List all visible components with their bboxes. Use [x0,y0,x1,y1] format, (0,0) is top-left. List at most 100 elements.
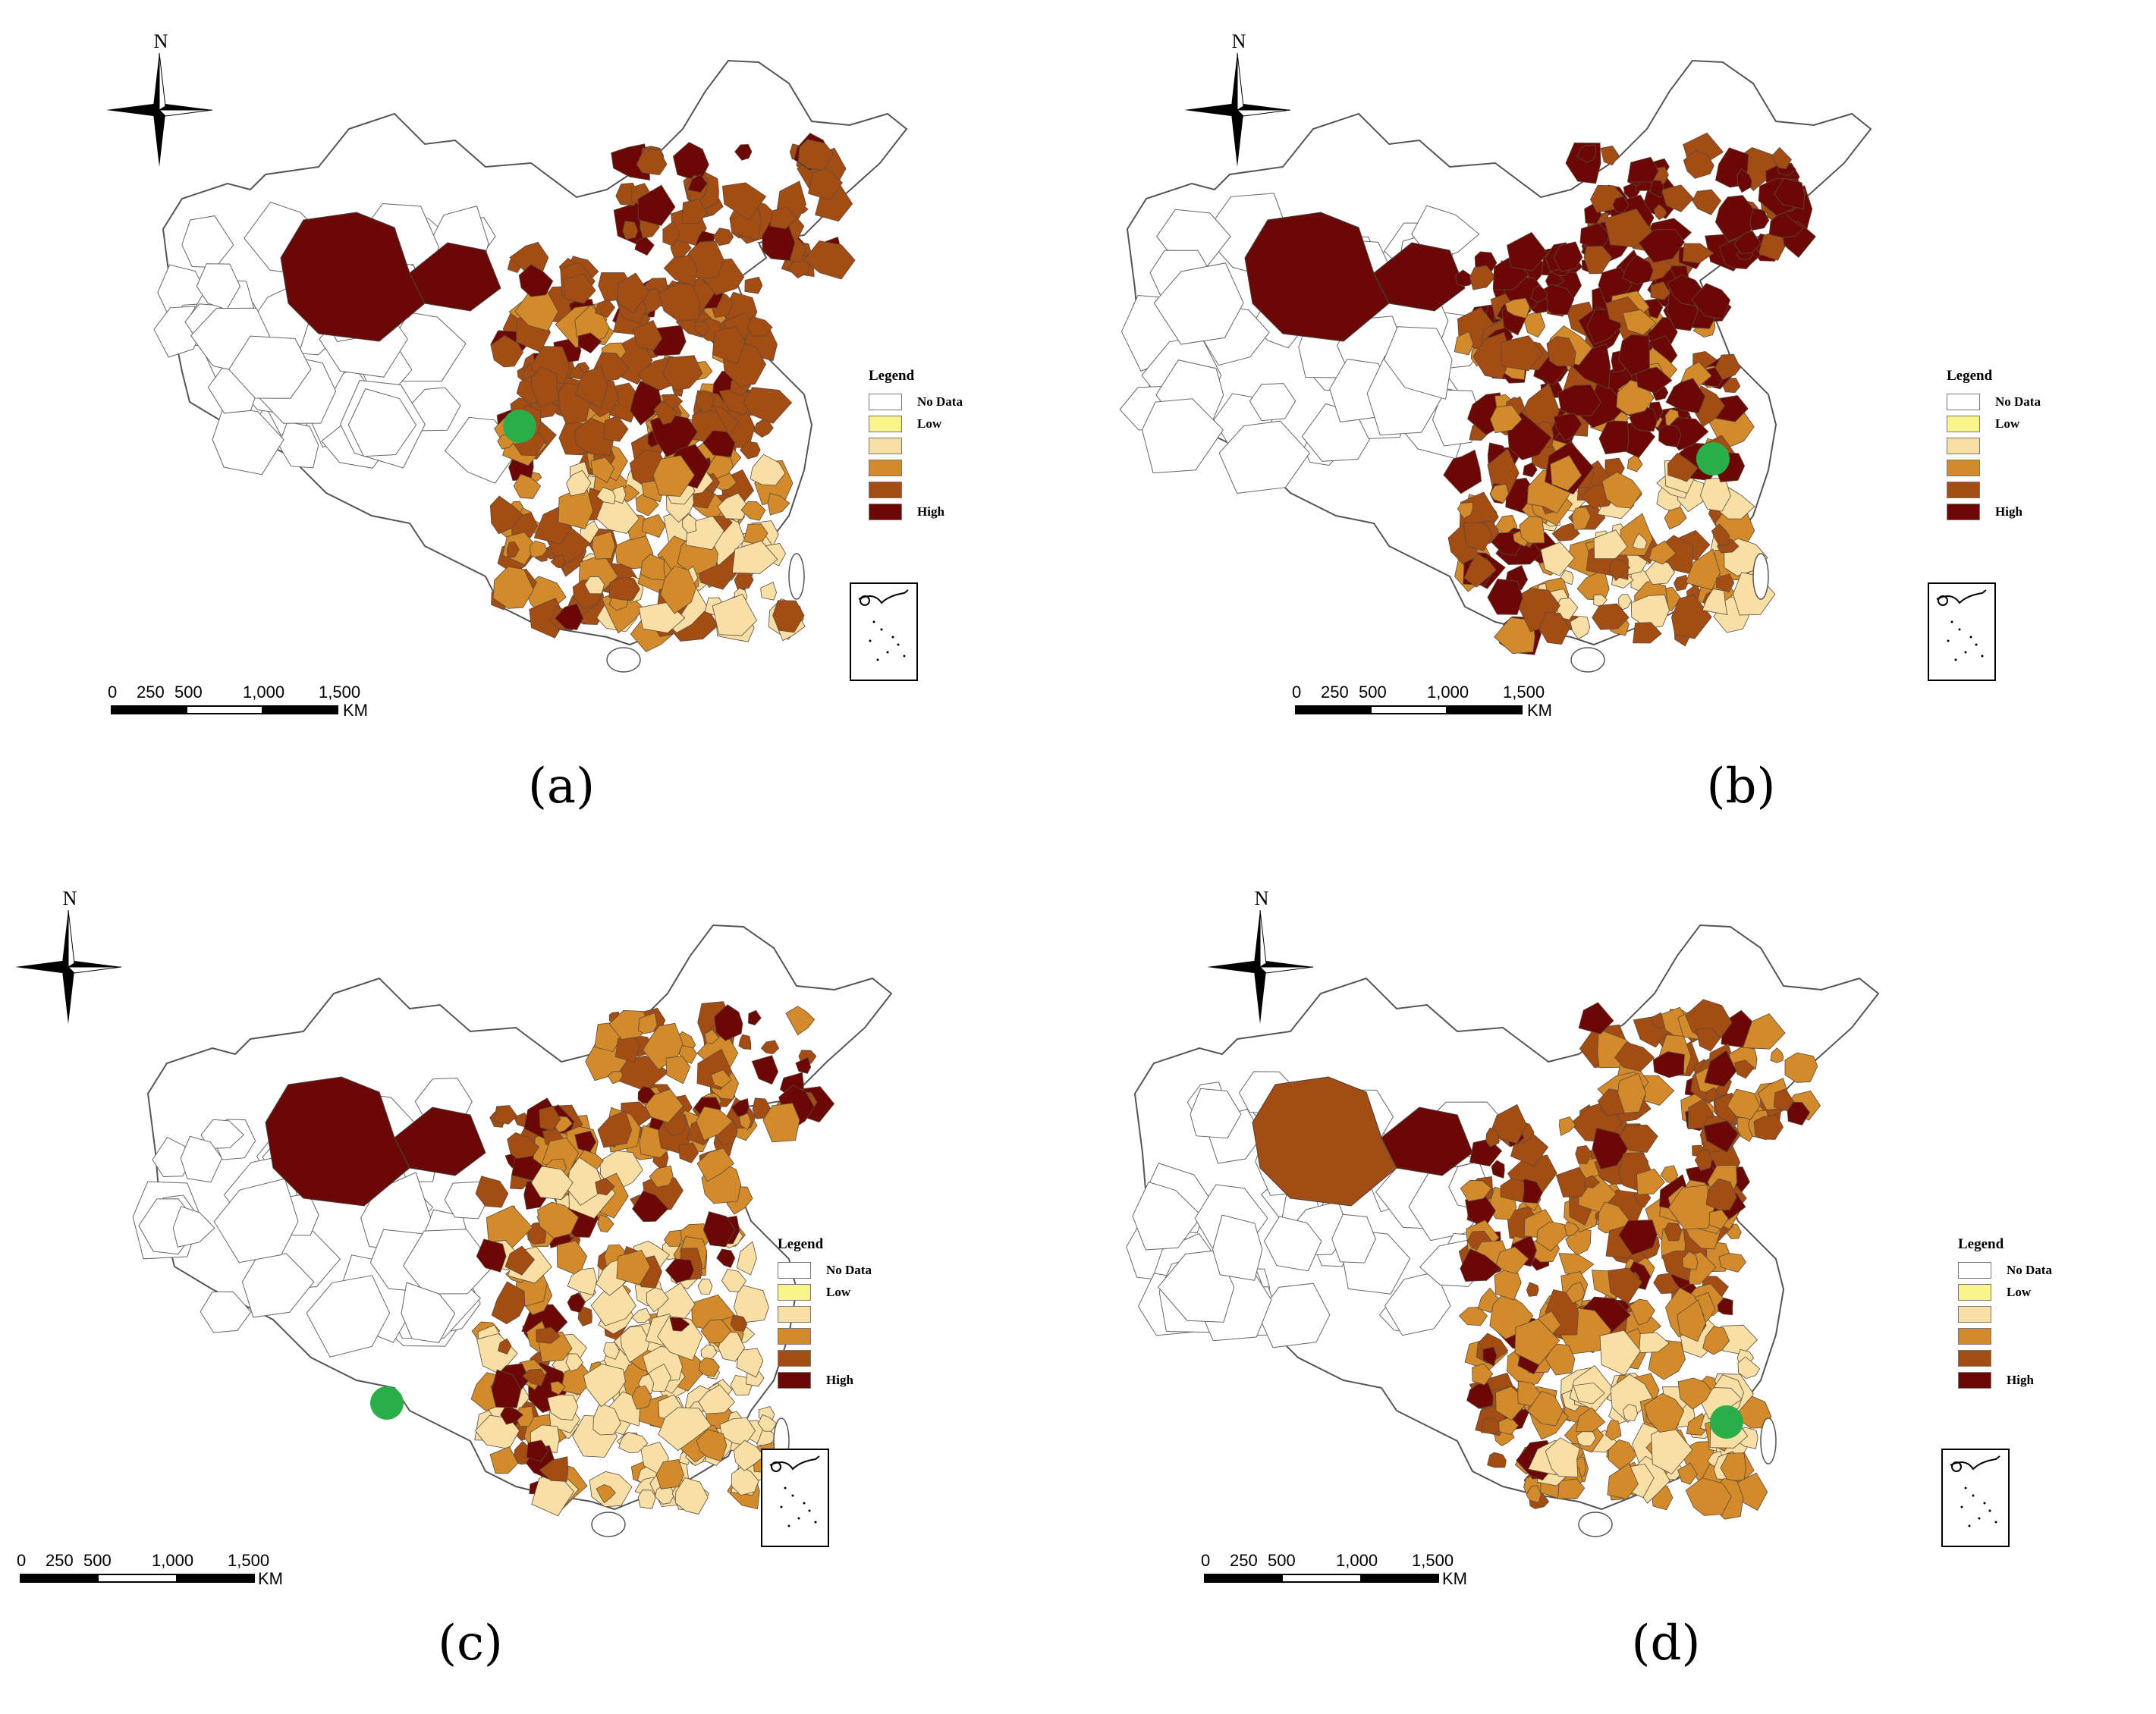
region-polygon [574,366,608,409]
region-polygon [658,1407,712,1452]
region-polygon [769,206,798,230]
region-polygon [696,1147,734,1182]
region-polygon [603,415,629,442]
region-polygon [583,1364,626,1408]
region-polygon [1460,1248,1502,1282]
region-polygon [1773,1088,1794,1112]
region-polygon [1691,283,1731,320]
south-china-sea-inset [761,1449,829,1547]
region-polygon [1593,529,1628,560]
region-polygon [716,1248,736,1268]
region-polygon [1652,1051,1685,1078]
region-polygon [1608,1267,1642,1304]
region-polygon [662,355,703,391]
region-polygon [1644,1392,1685,1433]
region-polygon [736,1348,764,1378]
region-polygon [596,487,616,504]
region-polygon [731,1466,759,1496]
region-polygon [1565,1282,1586,1304]
region-polygon [1665,378,1706,414]
region-polygon [595,1178,615,1196]
region-polygon [1716,573,1735,593]
region-polygon [1610,1373,1653,1423]
region-polygon [1472,1363,1494,1386]
region-polygon [486,1205,533,1250]
scale-bar: 0 250 500 1,000 1,500 KM [108,683,368,720]
region-polygon [1545,1343,1576,1376]
region-polygon [1575,1145,1593,1164]
region-polygon [172,1206,215,1248]
region-polygon [631,1307,652,1323]
region-polygon [734,143,753,161]
region-polygon [595,299,616,318]
legend-item: High [869,501,963,523]
region-polygon [574,417,614,456]
region-polygon [674,1477,709,1515]
region-polygon [1540,542,1576,576]
region-polygon [649,1165,674,1188]
region-polygon [1494,1246,1529,1275]
region-polygon [1633,622,1662,644]
region-polygon [637,1012,658,1034]
region-polygon [1604,208,1653,248]
region-polygon [1784,1052,1818,1083]
region-polygon [1704,1087,1718,1102]
region-polygon [1737,1356,1761,1380]
region-polygon [1692,189,1722,215]
legend-swatch [1947,503,1980,520]
region-polygon [1639,1332,1670,1354]
legend-item: High [1958,1369,2052,1391]
region-polygon [1550,454,1582,491]
legend-item [869,457,963,479]
region-polygon [1546,336,1576,367]
legend-title: Legend [1947,368,1993,384]
region-polygon [513,473,542,499]
legend-item: High [1947,501,2041,523]
region-polygon [785,1006,816,1036]
region-polygon [1614,1041,1655,1072]
region-polygon [1650,281,1671,300]
map-panel-a: N Legend No Data Low High 0 250 500 1,00… [0,0,1078,857]
region-polygon [682,513,697,534]
legend-swatch [869,393,902,410]
region-polygon [1629,1298,1655,1326]
legend-item [869,435,963,457]
legend-swatch [1947,437,1980,454]
region-polygon [733,1284,769,1323]
south-china-sea-inset [850,582,918,681]
region-polygon [476,1238,507,1273]
region-polygon [608,576,640,601]
region-polygon [1727,1088,1761,1120]
region-polygon [518,264,554,297]
region-polygon [402,1229,495,1295]
region-polygon [1523,462,1538,478]
region-polygon [1153,262,1244,345]
region-polygon [566,469,592,497]
region-polygon [180,1135,223,1183]
region-polygon [646,1287,669,1313]
china-choropleth-map [1126,924,1880,1537]
region-polygon [558,485,594,529]
region-polygon [1551,523,1580,542]
region-polygon [695,390,715,413]
region-polygon [1702,1326,1730,1355]
region-polygon [577,1306,592,1326]
region-polygon [698,1357,720,1377]
region-polygon [721,182,767,221]
region-polygon [504,1245,536,1276]
region-polygon [1519,516,1545,544]
region-polygon [1736,168,1752,193]
region-polygon [1573,1383,1605,1405]
region-polygon [743,387,793,424]
region-polygon [347,388,417,457]
region-polygon [736,1241,757,1276]
region-polygon [717,492,749,520]
legend-swatch [1958,1349,1991,1367]
region-polygon [1583,1175,1600,1188]
region-polygon [1576,145,1597,163]
region-polygon [1575,1407,1606,1433]
region-polygon [1702,589,1728,615]
region-polygon [530,1166,574,1200]
legend-swatch [778,1261,811,1279]
region-polygon [596,1484,616,1504]
